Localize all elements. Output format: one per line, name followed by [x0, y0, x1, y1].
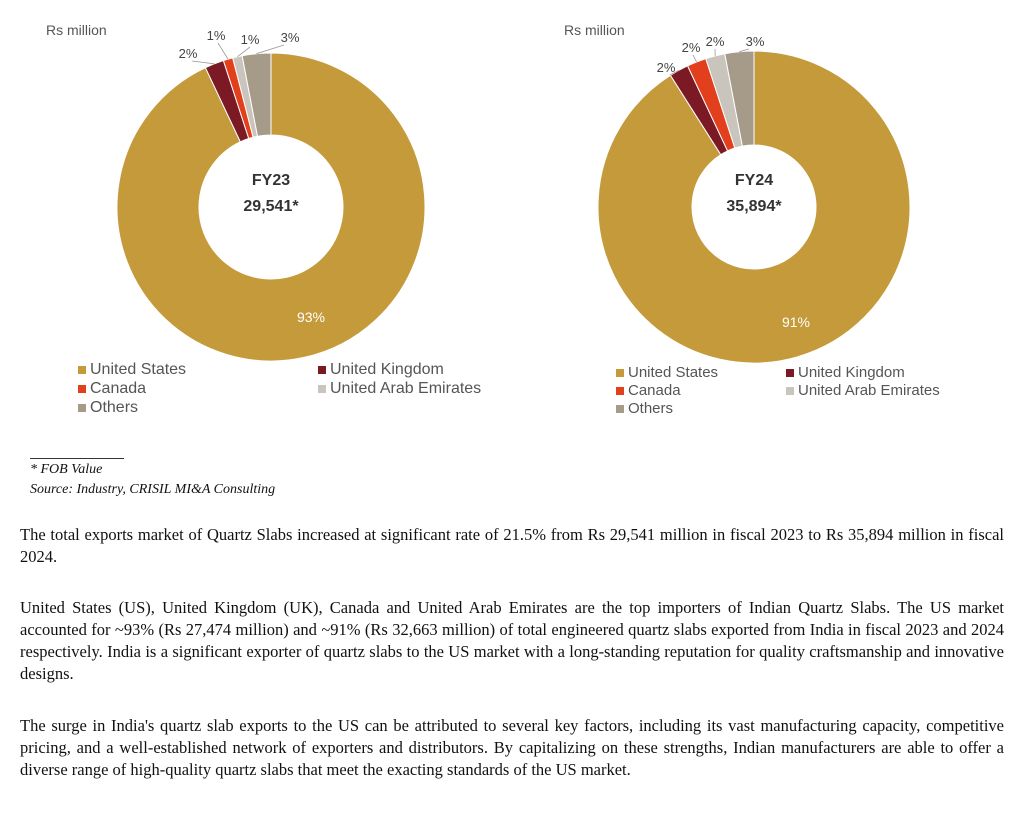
slice-label-united-kingdom: 2% — [657, 60, 676, 75]
slice-others — [241, 52, 272, 137]
legend-label: United States — [90, 361, 187, 378]
slice-label-united-arab-emirates: 2% — [706, 34, 725, 49]
legend-label: Others — [628, 400, 674, 417]
leader-line-others — [256, 44, 285, 55]
footnote-source: Source: Industry, CRISIL MI&A Consulting — [30, 482, 276, 497]
slice-label-others: 3% — [746, 34, 765, 49]
slice-label-united-states: 93% — [297, 309, 325, 325]
legend-item-others: Others — [78, 399, 318, 417]
legend-item-united-arab-emirates: United Arab Emirates — [318, 380, 558, 398]
legend-swatch — [318, 385, 326, 393]
donut-svg-fy23: 93% 2% 1% 1% 3% FY23 29,541* — [116, 28, 426, 362]
donut-svg-fy24: 91% 2% 2% 2% 3% FY24 35,894* — [597, 34, 911, 364]
legend-swatch — [78, 385, 86, 393]
legend-label: United States — [628, 364, 719, 381]
slice-label-canada: 1% — [207, 28, 226, 43]
center-title: FY24 — [735, 172, 773, 189]
legend-label: United Kingdom — [330, 361, 444, 378]
center-value: 35,894* — [726, 198, 782, 215]
legend-item-canada: Canada — [78, 380, 318, 398]
paragraph-growth: The total exports market of Quartz Slabs… — [20, 525, 1004, 566]
slice-label-united-kingdom: 2% — [179, 46, 198, 61]
paragraph-importers: United States (US), United Kingdom (UK),… — [20, 598, 1004, 683]
paragraph-factors: The surge in India's quartz slab exports… — [20, 716, 1004, 779]
leader-line-canada — [217, 42, 229, 60]
legend-swatch — [318, 366, 326, 374]
footnote-fob: * FOB Value — [30, 462, 103, 477]
legend-swatch — [616, 386, 624, 395]
leader-line-united-arab-emirates — [237, 46, 251, 58]
slice-united-states — [116, 52, 426, 362]
legend-swatch — [616, 404, 624, 413]
legend-swatch — [786, 386, 794, 395]
legend-item-united-kingdom: United Kingdom — [318, 361, 558, 379]
legend-label: United Arab Emirates — [330, 380, 482, 397]
legend-label: Canada — [90, 380, 147, 397]
legend-item-united-states: United States — [78, 361, 318, 379]
legend-item-united-kingdom: United Kingdom — [786, 364, 986, 381]
legend-fy23: United States United Kingdom Canada United … — [78, 361, 558, 417]
legend-swatch — [616, 368, 624, 377]
legend-label: United Kingdom — [798, 364, 905, 381]
unit-label: Rs million — [46, 22, 107, 38]
legend-label: Canada — [628, 382, 681, 399]
legend-swatch — [78, 366, 86, 374]
donut-chart-fy24: Rs million 91% 2% 2% 2% 3% FY24 35,894* United… — [520, 0, 1024, 440]
unit-label: Rs million — [564, 22, 625, 38]
legend-item-others: Others — [616, 400, 786, 417]
legend-swatch — [786, 368, 794, 377]
leader-line-united-kingdom — [669, 69, 680, 76]
legend-item-united-arab-emirates: United Arab Emirates — [786, 382, 986, 399]
leader-line-united-kingdom — [191, 60, 215, 65]
donut-chart-fy23: Rs million 93% 2% 1% 1% 3% FY23 29,541* United… — [0, 0, 520, 440]
slice-label-canada: 2% — [682, 40, 701, 55]
slice-united-states — [597, 50, 911, 364]
legend-label: United Arab Emirates — [798, 382, 940, 399]
slice-label-united-states: 91% — [782, 314, 810, 330]
leader-line-others — [739, 48, 750, 53]
center-title: FY23 — [252, 172, 290, 189]
legend-item-united-states: United States — [616, 364, 786, 381]
legend-item-canada: Canada — [616, 382, 786, 399]
legend-swatch — [78, 404, 86, 412]
legend-fy24: United States United Kingdom Canada United … — [616, 364, 986, 417]
center-value: 29,541* — [243, 198, 299, 215]
footnote-rule — [30, 458, 124, 459]
leader-line-canada — [692, 54, 697, 63]
slice-label-united-arab-emirates: 1% — [241, 32, 260, 47]
slice-others — [724, 50, 755, 147]
legend-label: Others — [90, 399, 139, 416]
slice-label-others: 3% — [281, 30, 300, 45]
